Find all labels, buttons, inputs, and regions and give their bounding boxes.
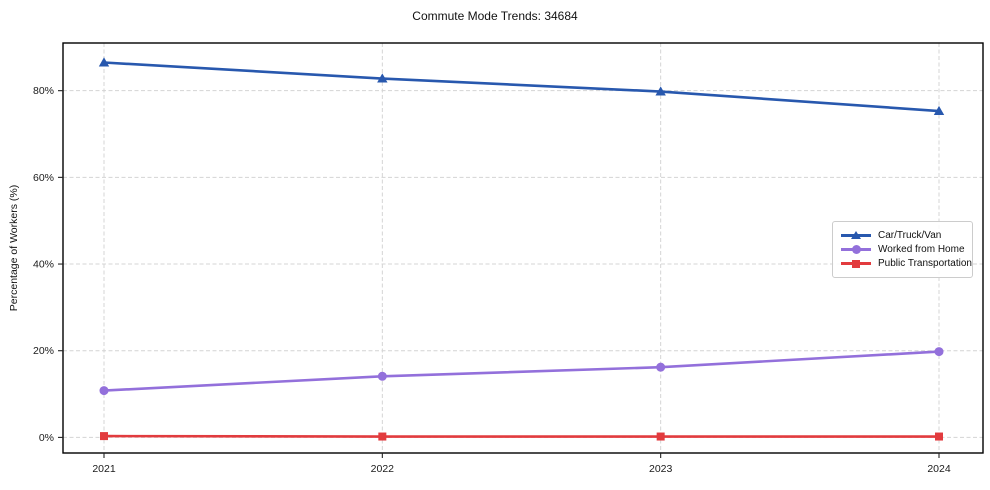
y-tick-label: 0% [39, 432, 54, 444]
x-tick-label: 2022 [371, 463, 395, 475]
triangle-marker-icon [841, 230, 871, 241]
circle-marker-icon [841, 244, 871, 255]
series-line [102, 350, 941, 392]
legend-label: Worked from Home [878, 244, 965, 255]
y-tick-label: 20% [33, 345, 54, 357]
chart-title: Commute Mode Trends: 34684 [412, 9, 578, 23]
plot-border [62, 42, 984, 454]
y-tick-label: 40% [33, 259, 54, 271]
y-tick-label: 60% [33, 172, 54, 184]
x-tick-label: 2024 [927, 463, 951, 475]
legend: Car/Truck/Van Worked from Home Public Tr… [832, 221, 973, 278]
y-tick-label: 80% [33, 85, 54, 97]
square-icon [852, 259, 860, 268]
square-marker-icon [841, 258, 871, 269]
legend-item: Car/Truck/Van [841, 229, 964, 242]
x-tick-label: 2021 [92, 463, 116, 475]
legend-label: Car/Truck/Van [878, 230, 942, 241]
legend-item: Public Transportation [841, 257, 972, 270]
legend-item: Worked from Home [841, 243, 965, 256]
series-line [102, 61, 941, 113]
triangle-icon [851, 231, 861, 239]
x-tick-label: 2023 [649, 463, 673, 475]
circle-icon [851, 245, 861, 254]
legend-label: Public Transportation [878, 258, 972, 269]
